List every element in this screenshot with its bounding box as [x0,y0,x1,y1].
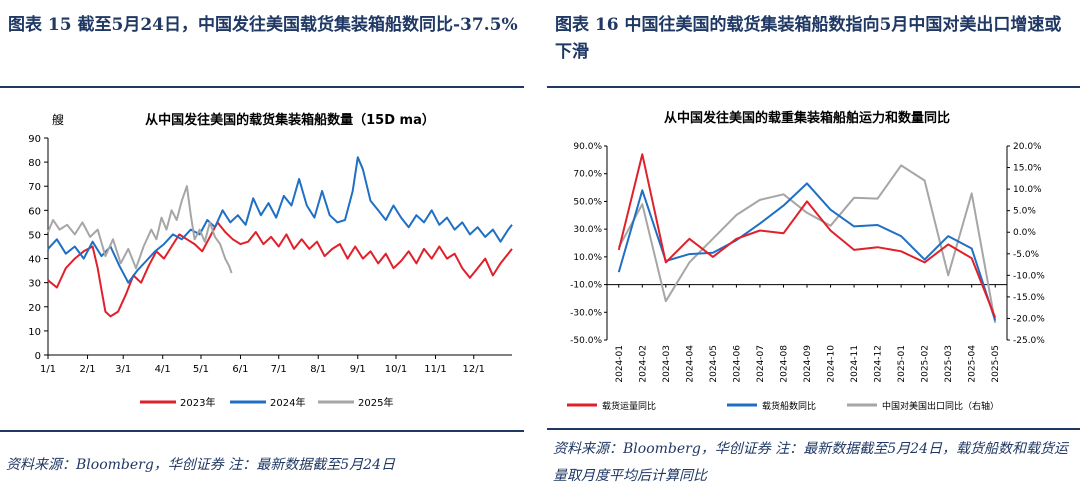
series-line-2025年 [47,185,233,274]
yoy-comparison-chart: 从中国发往美国的载重集装箱船舶运力和数量同比 90.0% 70.0% 50.0% 30.… [567,110,1045,412]
y-tick-label: 40 [28,255,41,266]
y-tick-label: 80 [28,158,41,169]
y-tick-label: 90 [28,134,41,145]
x-tick-label: 11/1 [424,364,446,375]
right-figure-panel: 图表 16 中国往美国的载货集装箱船数指向5月中国对美出口增速或下滑 从中国发往… [547,0,1080,503]
legend-label: 2024年 [270,396,305,409]
source-divider [547,428,1080,430]
y-tick-label: 60 [28,206,41,217]
x-tick-label: 2024-02 [638,345,648,383]
right-tick-label: 5.0% [1013,207,1036,217]
y-tick-label: 30 [28,279,41,290]
x-tick-label: 2025-03 [944,345,954,383]
x-tick-label: 2/1 [79,364,95,375]
source-note: 资料来源：Bloomberg，华创证券 注：最新数据截至5月24日，载货船数和载… [553,441,1068,484]
figure-title: 图表 16 中国往美国的载货集装箱船数指向5月中国对美出口增速或下滑 [555,15,1062,62]
figure-title: 图表 15 截至5月24日，中国发往美国载货集装箱船数同比-37.5% [8,15,518,35]
left-tick-label: 30.0% [573,225,602,235]
x-tick-label: 4/1 [155,364,171,375]
chart-title: 从中国发往美国的载重集装箱船舶运力和数量同比 [664,110,950,126]
series-line-中国对美国出口同比（右轴） [617,164,997,323]
y-tick-label: 0 [35,351,41,362]
x-tick-label: 2024-05 [709,345,719,383]
vessel-count-chart: 从中国发往美国的载货集装箱船数量（15D ma） 艘 0 10 20 30 40 50 60 70… [28,112,513,409]
right-tick-label: 0.0% [1013,228,1036,238]
series-line-载货运量同比 [617,153,997,319]
left-tick-label: -10.0% [570,281,602,291]
x-tick-label: 2024-07 [756,345,766,383]
x-tick-label: 6/1 [232,364,248,375]
legend-label: 2023年 [180,396,215,409]
left-tick-label: 10.0% [573,253,602,263]
x-tick-label: 8/1 [310,364,326,375]
x-tick-label: 9/1 [350,364,366,375]
y-tick-label: 50 [28,230,41,241]
left-figure-panel: 图表 15 截至5月24日，中国发往美国载货集装箱船数同比-37.5% 从中国发… [0,0,524,503]
y-axis-label: 艘 [52,112,64,127]
x-tick-label: 7/1 [271,364,287,375]
right-tick-label: 20.0% [1013,142,1042,152]
y-tick-label: 10 [28,327,41,338]
title-divider [547,86,1080,88]
chart-title: 从中国发往美国的载货集装箱船数量（15D ma） [145,112,435,128]
x-tick-label: 5/1 [193,364,209,375]
x-tick-label: 2024-06 [732,345,742,383]
right-tick-label: -20.0% [1013,314,1045,324]
x-tick-label: 2024-01 [615,345,625,383]
x-tick-label: 1/1 [40,364,56,375]
right-tick-label: -15.0% [1013,293,1045,303]
right-tick-label: -10.0% [1013,271,1045,281]
title-divider [0,86,524,88]
left-tick-label: -30.0% [570,308,602,318]
x-tick-label: 2025-04 [968,345,978,383]
right-tick-label: 15.0% [1013,164,1042,174]
x-tick-label: 12/1 [463,364,485,375]
x-tick-label: 2024-04 [685,345,695,383]
x-tick-label: 2024-11 [850,345,860,383]
legend-label: 载货运量同比 [602,400,656,412]
x-tick-label: 2025-01 [897,345,907,383]
x-tick-label: 2024-12 [874,345,884,383]
left-tick-label: 90.0% [573,142,602,152]
y-tick-label: 70 [28,182,41,193]
right-tick-label: 10.0% [1013,185,1042,195]
x-tick-label: 2024-09 [803,345,813,383]
x-tick-label: 10/1 [385,364,407,375]
right-tick-label: -5.0% [1013,250,1040,260]
left-tick-label: 50.0% [573,197,602,207]
series-line-2023年 [47,221,513,318]
legend-label: 中国对美国出口同比（右轴） [882,400,999,412]
source-divider [0,430,524,432]
y-tick-label: 20 [28,303,41,314]
x-tick-label: 2025-05 [991,345,1001,383]
x-tick-label: 2024-10 [827,345,837,383]
left-tick-label: 70.0% [573,170,602,180]
x-tick-label: 2024-03 [662,345,672,383]
series-line-载货船数同比 [617,182,997,321]
legend-label: 2025年 [358,396,393,409]
x-tick-label: 3/1 [115,364,131,375]
source-note: 资料来源：Bloomberg，华创证券 注：最新数据截至5月24日 [6,457,395,473]
right-tick-label: -25.0% [1013,336,1045,346]
legend-label: 载货船数同比 [762,400,816,412]
series-line-2024年 [47,156,513,284]
left-tick-label: -50.0% [570,336,602,346]
x-tick-label: 2025-02 [921,345,931,383]
x-tick-label: 2024-08 [779,345,789,383]
